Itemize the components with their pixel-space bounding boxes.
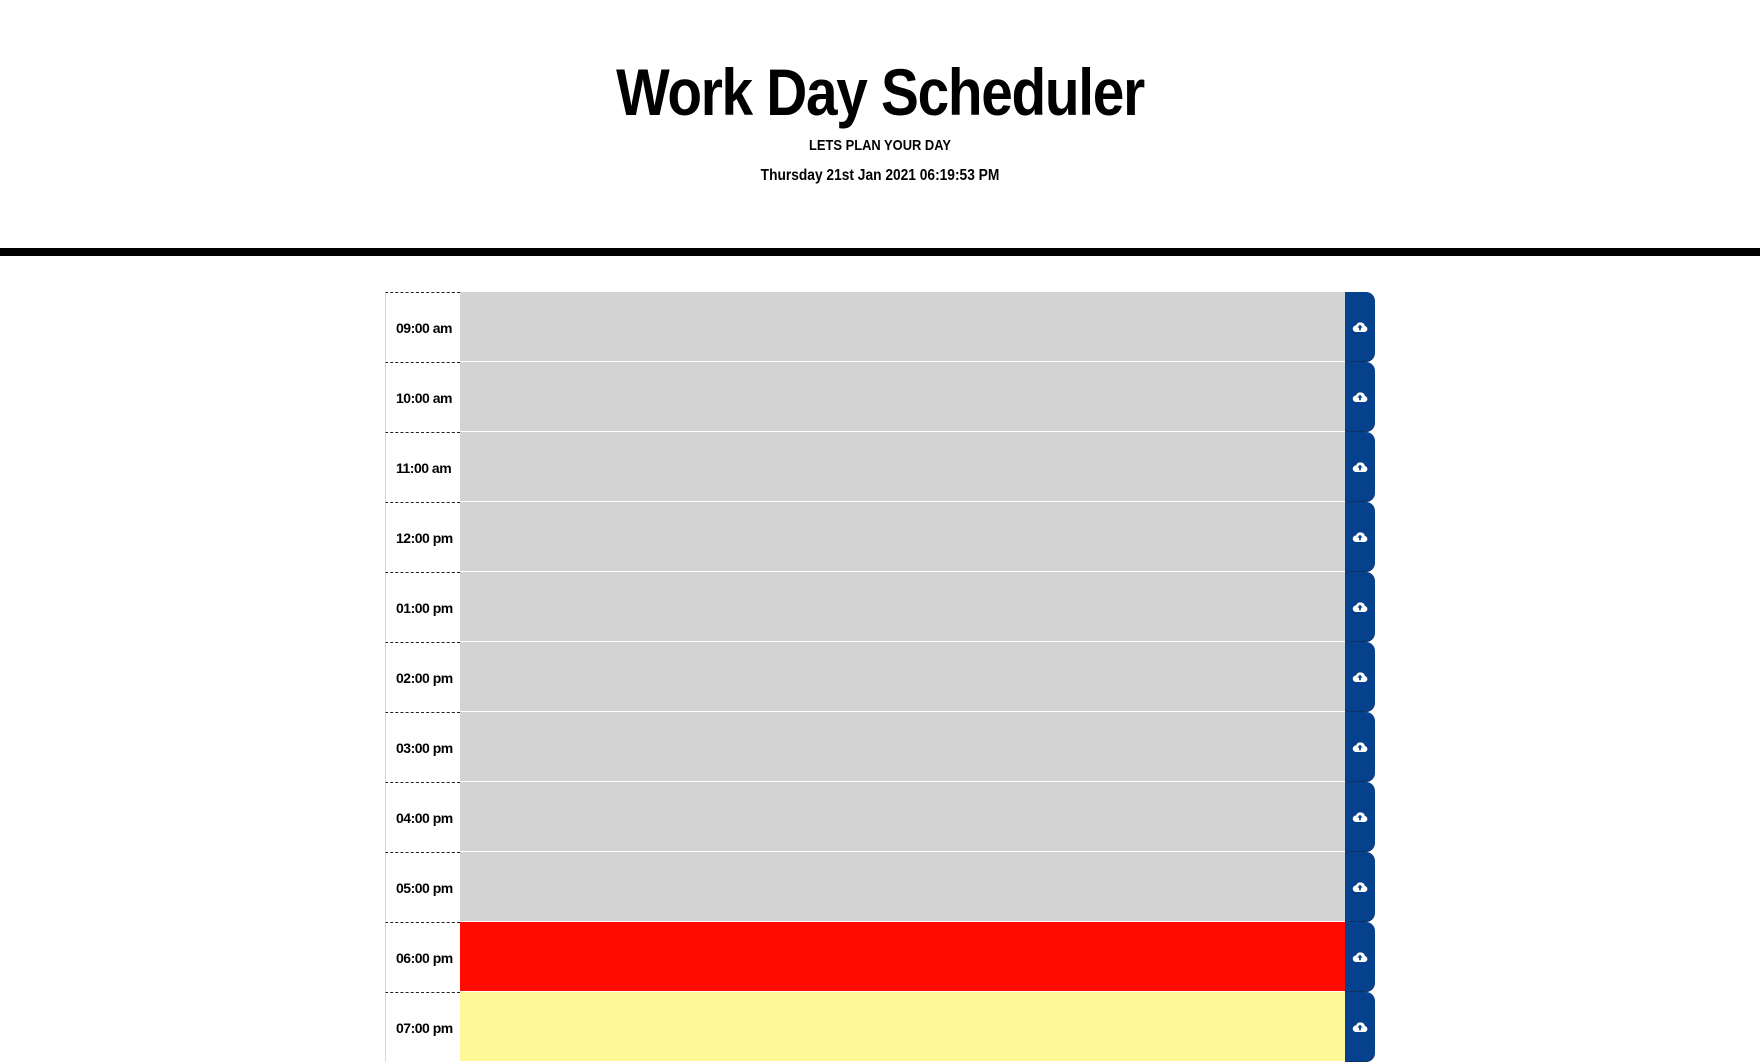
cloud-upload-icon: [1352, 881, 1368, 893]
save-button[interactable]: [1345, 922, 1375, 992]
event-textarea[interactable]: [460, 782, 1345, 852]
save-button[interactable]: [1345, 642, 1375, 712]
cloud-upload-icon: [1352, 811, 1368, 823]
event-textarea[interactable]: [460, 572, 1345, 642]
page-header: Work Day Scheduler LETS PLAN YOUR DAY Th…: [0, 0, 1760, 256]
hour-label: 09:00 am: [385, 292, 460, 362]
time-block-row: 11:00 am: [385, 432, 1375, 502]
event-textarea[interactable]: [460, 362, 1345, 432]
save-button[interactable]: [1345, 782, 1375, 852]
time-block-row: 10:00 am: [385, 362, 1375, 432]
cloud-upload-icon: [1352, 1021, 1368, 1033]
hour-label: 12:00 pm: [385, 502, 460, 572]
time-block-row: 09:00 am: [385, 292, 1375, 362]
event-textarea[interactable]: [460, 992, 1345, 1062]
hour-label: 07:00 pm: [385, 992, 460, 1062]
event-textarea[interactable]: [460, 292, 1345, 362]
save-button[interactable]: [1345, 992, 1375, 1062]
save-button[interactable]: [1345, 852, 1375, 922]
hour-label: 05:00 pm: [385, 852, 460, 922]
save-button[interactable]: [1345, 292, 1375, 362]
current-datetime: Thursday 21st Jan 2021 06:19:53 PM: [760, 167, 1000, 184]
save-button[interactable]: [1345, 502, 1375, 572]
cloud-upload-icon: [1352, 741, 1368, 753]
page-subtitle: LETS PLAN YOUR DAY: [809, 137, 951, 154]
time-block-row: 07:00 pm: [385, 992, 1375, 1062]
hour-label: 11:00 am: [385, 432, 460, 502]
hour-label: 10:00 am: [385, 362, 460, 432]
event-textarea[interactable]: [460, 642, 1345, 712]
hour-label: 04:00 pm: [385, 782, 460, 852]
cloud-upload-icon: [1352, 461, 1368, 473]
page-title: Work Day Scheduler: [616, 55, 1145, 129]
event-textarea[interactable]: [460, 712, 1345, 782]
event-textarea[interactable]: [460, 432, 1345, 502]
hour-label: 06:00 pm: [385, 922, 460, 992]
time-block-row: 03:00 pm: [385, 712, 1375, 782]
hour-label: 01:00 pm: [385, 572, 460, 642]
time-block-row: 12:00 pm: [385, 502, 1375, 572]
event-textarea[interactable]: [460, 852, 1345, 922]
time-block-row: 05:00 pm: [385, 852, 1375, 922]
save-button[interactable]: [1345, 362, 1375, 432]
hour-label: 02:00 pm: [385, 642, 460, 712]
cloud-upload-icon: [1352, 601, 1368, 613]
cloud-upload-icon: [1352, 321, 1368, 333]
time-block-row: 01:00 pm: [385, 572, 1375, 642]
time-block-row: 06:00 pm: [385, 922, 1375, 992]
cloud-upload-icon: [1352, 671, 1368, 683]
event-textarea[interactable]: [460, 922, 1345, 992]
time-block-row: 02:00 pm: [385, 642, 1375, 712]
cloud-upload-icon: [1352, 391, 1368, 403]
save-button[interactable]: [1345, 432, 1375, 502]
cloud-upload-icon: [1352, 951, 1368, 963]
event-textarea[interactable]: [460, 502, 1345, 572]
time-block-row: 04:00 pm: [385, 782, 1375, 852]
cloud-upload-icon: [1352, 531, 1368, 543]
save-button[interactable]: [1345, 572, 1375, 642]
schedule-container: 09:00 am 10:00 am: [385, 292, 1375, 1062]
hour-label: 03:00 pm: [385, 712, 460, 782]
save-button[interactable]: [1345, 712, 1375, 782]
